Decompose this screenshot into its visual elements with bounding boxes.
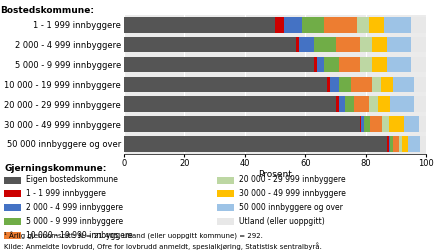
Text: Bostedskommune:: Bostedskommune: bbox=[0, 6, 94, 15]
Bar bbox=[335, 96, 338, 112]
Bar bbox=[283, 17, 302, 33]
Bar bbox=[392, 136, 398, 152]
Bar bbox=[323, 57, 338, 72]
Bar bbox=[359, 116, 361, 132]
Bar bbox=[419, 136, 425, 152]
Bar bbox=[413, 77, 425, 92]
Text: 20 000 - 29 999 innbyggere: 20 000 - 29 999 innbyggere bbox=[239, 176, 345, 184]
Text: Utland (eller uoppgitt): Utland (eller uoppgitt) bbox=[239, 217, 324, 226]
Bar bbox=[338, 77, 350, 92]
Bar bbox=[386, 37, 410, 52]
Bar bbox=[383, 17, 410, 33]
Bar bbox=[329, 77, 338, 92]
Bar bbox=[335, 37, 359, 52]
Bar bbox=[353, 96, 368, 112]
Bar bbox=[350, 77, 371, 92]
Bar bbox=[368, 96, 377, 112]
Bar bbox=[124, 116, 359, 132]
Bar bbox=[323, 17, 356, 33]
Bar bbox=[418, 116, 425, 132]
Text: 30 000 - 49 999 innbyggere: 30 000 - 49 999 innbyggere bbox=[239, 189, 345, 198]
Bar bbox=[386, 57, 410, 72]
Bar bbox=[392, 77, 413, 92]
Bar bbox=[314, 57, 317, 72]
Bar bbox=[124, 57, 314, 72]
Bar bbox=[389, 136, 392, 152]
Bar bbox=[124, 136, 386, 152]
Bar bbox=[386, 136, 388, 152]
Bar bbox=[413, 96, 425, 112]
Bar bbox=[381, 116, 388, 132]
Bar bbox=[398, 136, 401, 152]
Bar bbox=[364, 116, 369, 132]
Bar bbox=[296, 37, 299, 52]
Text: 50 000 innbyggere og over: 50 000 innbyggere og over bbox=[239, 203, 342, 212]
X-axis label: Prosent: Prosent bbox=[258, 170, 291, 179]
Bar bbox=[314, 37, 335, 52]
Bar bbox=[124, 17, 275, 33]
Bar bbox=[389, 96, 413, 112]
Text: Kilde: Anmeldte lovbrudd, Ofre for lovbrudd anmeldt, spesialkjøring, Statistisk : Kilde: Anmeldte lovbrudd, Ofre for lovbr… bbox=[4, 242, 322, 250]
Bar bbox=[124, 96, 335, 112]
Bar bbox=[401, 136, 407, 152]
Text: Eigen bostedskommune: Eigen bostedskommune bbox=[26, 176, 118, 184]
Bar bbox=[344, 96, 353, 112]
Text: Gjerningskommune:: Gjerningskommune: bbox=[4, 164, 106, 173]
Bar bbox=[359, 37, 371, 52]
Bar bbox=[371, 37, 386, 52]
Bar bbox=[338, 96, 344, 112]
Bar bbox=[302, 17, 323, 33]
Bar bbox=[275, 17, 283, 33]
Bar bbox=[124, 37, 296, 52]
Text: 10 000 - 19 999 innbyggere: 10 000 - 19 999 innbyggere bbox=[26, 230, 132, 239]
Bar bbox=[371, 77, 380, 92]
Bar bbox=[124, 77, 326, 92]
Text: 1 - 1 999 innbyggere: 1 - 1 999 innbyggere bbox=[26, 189, 106, 198]
Bar bbox=[403, 116, 418, 132]
Bar bbox=[388, 116, 403, 132]
Bar bbox=[377, 96, 389, 112]
Bar bbox=[368, 17, 383, 33]
Bar bbox=[361, 116, 364, 132]
Bar bbox=[407, 136, 419, 152]
Text: 2 000 - 4 999 innbyggere: 2 000 - 4 999 innbyggere bbox=[26, 203, 123, 212]
Bar bbox=[326, 77, 329, 92]
Text: ¹ Årlig gjennomsnitt: N = 21 405, utland (eller uoppgitt kommune) = 292.: ¹ Årlig gjennomsnitt: N = 21 405, utland… bbox=[4, 232, 263, 240]
Text: 5 000 - 9 999 innbyggere: 5 000 - 9 999 innbyggere bbox=[26, 217, 123, 226]
Bar bbox=[410, 17, 425, 33]
Bar bbox=[388, 136, 389, 152]
Bar bbox=[338, 57, 359, 72]
Bar bbox=[299, 37, 314, 52]
Bar bbox=[359, 57, 371, 72]
Bar bbox=[380, 77, 392, 92]
Bar bbox=[371, 57, 386, 72]
Bar bbox=[410, 37, 425, 52]
Bar bbox=[317, 57, 323, 72]
Bar bbox=[356, 17, 368, 33]
Bar bbox=[410, 57, 425, 72]
Bar bbox=[369, 116, 381, 132]
